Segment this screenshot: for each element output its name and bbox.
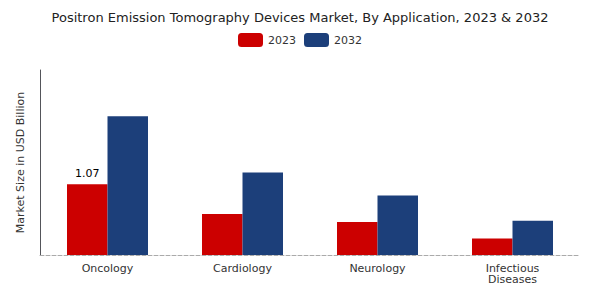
svg-text:Oncology: Oncology [82, 262, 134, 275]
svg-text:Neurology: Neurology [349, 262, 406, 275]
svg-text:Infectious: Infectious [485, 262, 540, 275]
svg-text:Diseases: Diseases [488, 273, 537, 286]
svg-text:Positron Emission Tomography D: Positron Emission Tomography Devices Mar… [52, 10, 549, 25]
svg-text:Cardiology: Cardiology [213, 262, 272, 275]
svg-text:1.07: 1.07 [75, 167, 100, 180]
svg-text:Market Size in USD Billion: Market Size in USD Billion [14, 92, 27, 233]
svg-text:2032: 2032 [334, 34, 362, 47]
svg-text:2023: 2023 [268, 34, 296, 47]
